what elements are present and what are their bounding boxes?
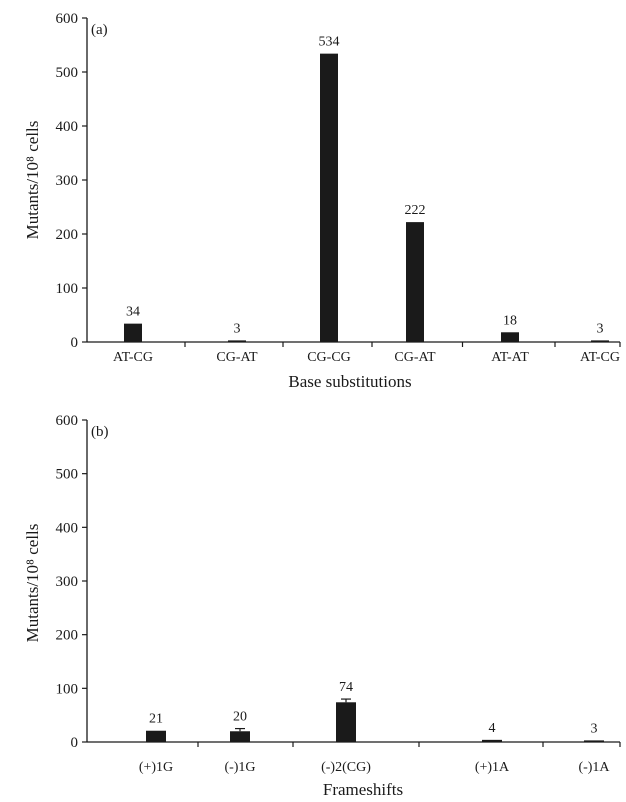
panel-a-bar xyxy=(320,53,338,342)
panel-b-letter: (b) xyxy=(91,424,109,440)
panel-a-data-label: 3 xyxy=(234,321,241,336)
panel-a-bar xyxy=(228,340,246,342)
panel-a-data-label: 18 xyxy=(503,313,517,328)
panel-a-data-label: 3 xyxy=(597,321,604,336)
panel-a-category-label: AT-CG xyxy=(580,350,620,365)
panel-a-y-axis-title: Mutants/10⁸ cells xyxy=(23,121,42,240)
panel-a-category-label: CG-AT xyxy=(216,350,258,365)
panel-a-category-label: CG-AT xyxy=(394,350,436,365)
panel-a-bar xyxy=(591,340,609,342)
panel-b-y-tick-label: 400 xyxy=(56,520,79,536)
panel-b-y-tick-label: 100 xyxy=(56,681,79,697)
panel-b-data-label: 74 xyxy=(339,680,353,695)
panel-b-data-label: 4 xyxy=(489,721,496,736)
panel-a-data-label: 34 xyxy=(126,305,140,320)
panel-a-data-label: 222 xyxy=(405,203,426,218)
panel-b-category-label: (-)1G xyxy=(224,760,255,775)
panel-b-category-label: (-)1A xyxy=(578,760,610,775)
panel-a-y-tick-label: 500 xyxy=(56,65,79,81)
panel-a-category-label: AT-AT xyxy=(491,350,529,365)
panel-b-data-label: 3 xyxy=(591,721,598,736)
panel-b-y-tick-label: 300 xyxy=(56,574,79,590)
panel-a-bar xyxy=(406,222,424,342)
panel-b-bar xyxy=(146,730,166,742)
panel-b-y-tick-label: 500 xyxy=(56,467,79,483)
panel-b-y-axis-title: Mutants/10⁸ cells xyxy=(23,524,42,643)
panel-a-y-tick-label: 200 xyxy=(56,227,79,243)
panel-b-data-label: 20 xyxy=(233,710,247,725)
panel-b-bar xyxy=(584,740,604,742)
panel-a-y-tick-label: 0 xyxy=(71,335,79,351)
panel-a-bar xyxy=(501,332,519,342)
panel-a-bar xyxy=(124,323,142,342)
panel-a-x-axis-title: Base substitutions xyxy=(288,372,411,391)
panel-a-y-tick-label: 100 xyxy=(56,281,79,297)
panel-a-y-tick-label: 400 xyxy=(56,119,79,135)
panel-b-bar xyxy=(336,702,356,742)
panel-b-bar xyxy=(230,731,250,742)
panel-a-data-label: 534 xyxy=(319,35,340,50)
panel-b-category-label: (+)1A xyxy=(475,760,510,775)
panel-b-data-label: 21 xyxy=(149,712,163,727)
panel-b-y-tick-label: 600 xyxy=(56,413,79,429)
panel-b-y-tick-label: 200 xyxy=(56,628,79,644)
panel-a-chart: (a) Mutants/10⁸ cells Base substitutions… xyxy=(23,11,621,391)
panel-b-category-label: (-)2(CG) xyxy=(321,760,371,775)
panel-b-x-axis-title: Frameshifts xyxy=(323,780,403,799)
panel-b-y-tick-label: 0 xyxy=(71,735,79,751)
panel-b-bar xyxy=(482,739,502,742)
panel-a-letter: (a) xyxy=(91,22,108,38)
panel-a-y-tick-label: 300 xyxy=(56,173,79,189)
panel-b-chart: (b) Mutants/10⁸ cells Frameshifts 0 100 20… xyxy=(23,413,621,799)
panel-a-y-tick-label: 600 xyxy=(56,11,79,27)
panel-b-category-label: (+)1G xyxy=(139,760,173,775)
panel-a-category-label: CG-CG xyxy=(307,350,351,365)
panel-a-category-label: AT-CG xyxy=(113,350,153,365)
